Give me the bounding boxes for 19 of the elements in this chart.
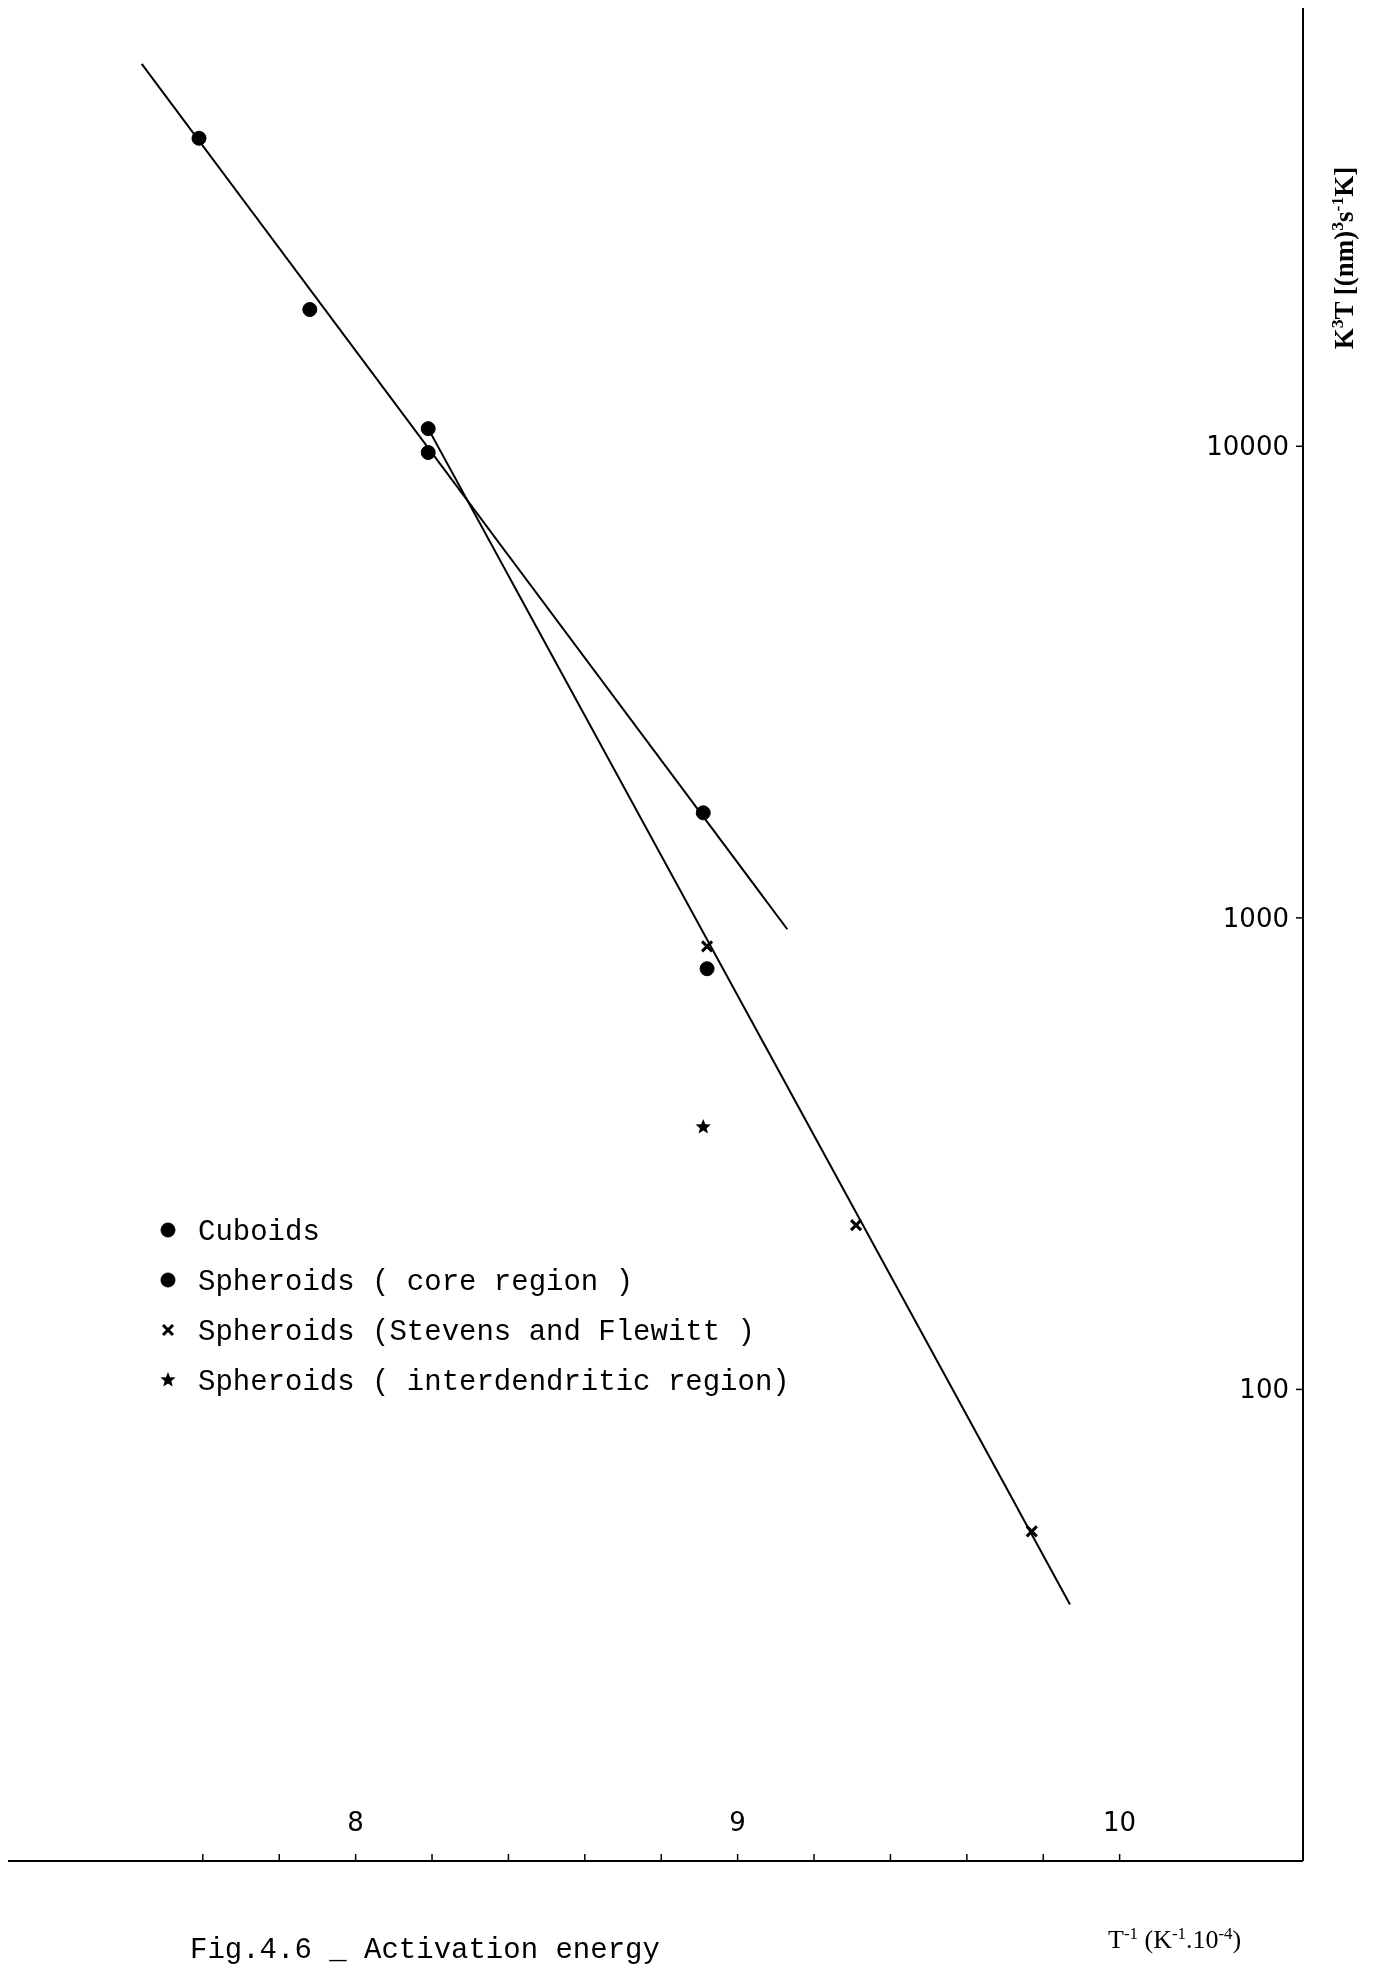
y-tick-label: 10000 xyxy=(1206,431,1289,462)
x-tick-label: 8 xyxy=(347,1807,364,1837)
point xyxy=(849,1218,863,1232)
y-tick-label: 100 xyxy=(1239,1374,1289,1405)
point xyxy=(302,302,318,318)
legend-label: Spheroids (Stevens and Flewitt ) xyxy=(198,1316,755,1349)
point xyxy=(700,939,714,953)
y-tick-label: 1000 xyxy=(1222,902,1289,933)
x-axis-title: T$^{-1}$ (K$^{-1}$.10$^{-4}$) xyxy=(1108,1923,1242,1954)
x-tick-label: 10 xyxy=(1103,1807,1137,1837)
legend-label: Spheroids ( interdendritic region) xyxy=(198,1366,790,1399)
point xyxy=(699,961,715,977)
x-tick-label: 9 xyxy=(729,1807,746,1837)
point xyxy=(695,1119,711,1134)
legend-label: Spheroids ( core region ) xyxy=(198,1266,634,1299)
point xyxy=(1025,1524,1039,1538)
point xyxy=(420,421,436,437)
caption: Fig.4.6 _ Activation energy xyxy=(190,1934,660,1967)
legend-label: Cuboids xyxy=(198,1216,320,1249)
